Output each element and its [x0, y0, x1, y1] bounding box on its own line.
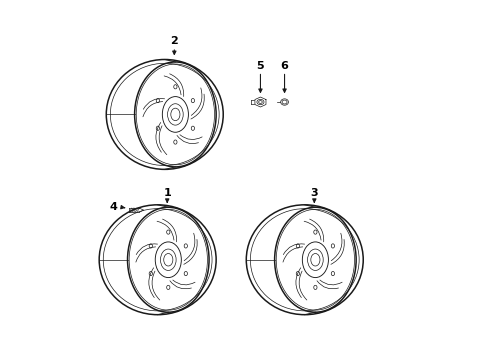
Text: 1: 1	[163, 188, 171, 198]
Text: 3: 3	[310, 188, 318, 198]
Text: 6: 6	[280, 61, 288, 71]
Text: 5: 5	[256, 61, 264, 71]
Text: 4: 4	[109, 202, 118, 212]
Text: 2: 2	[170, 36, 178, 46]
